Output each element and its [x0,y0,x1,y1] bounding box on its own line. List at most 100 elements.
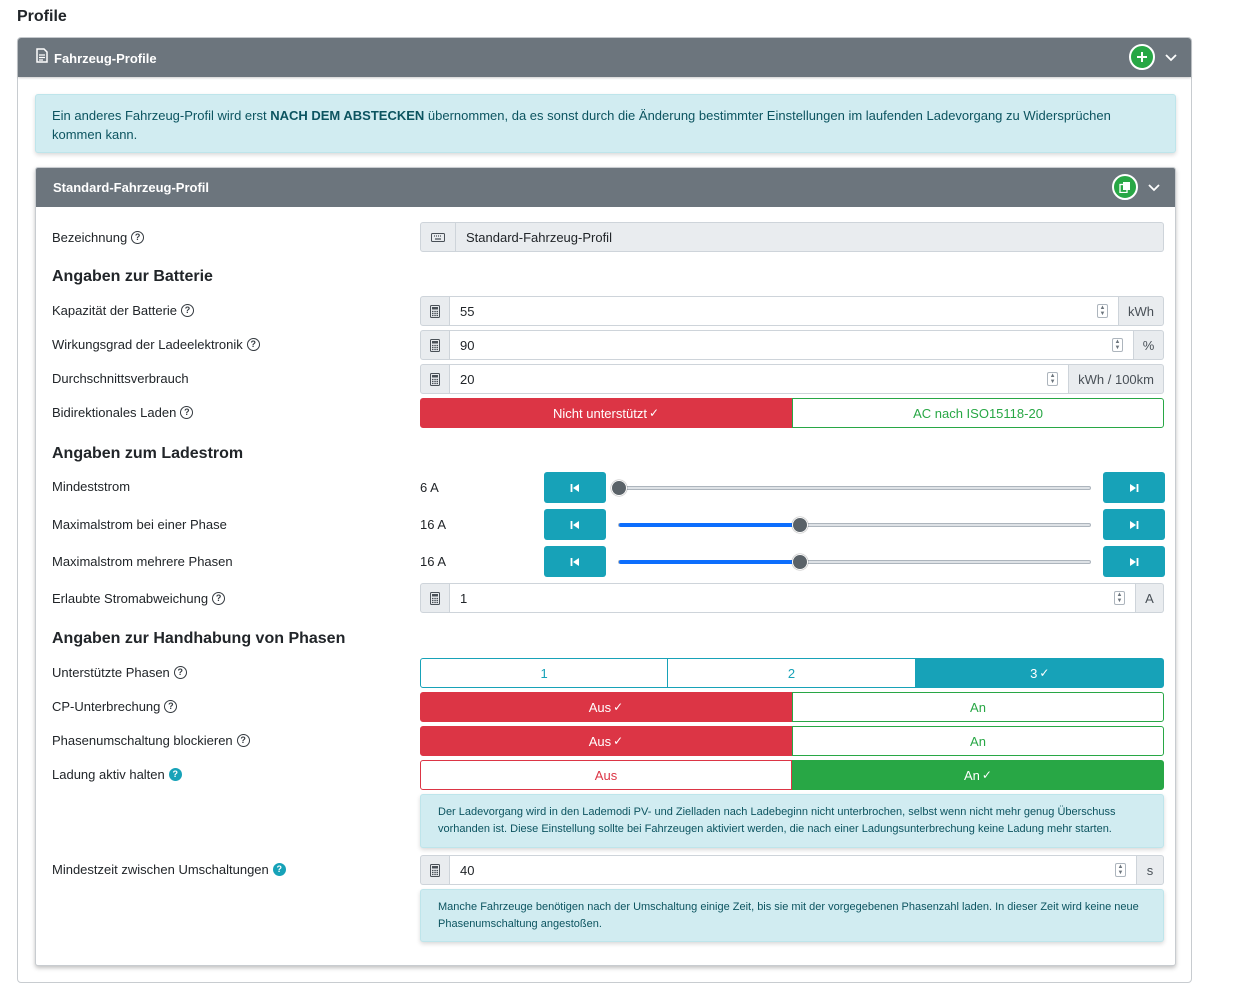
help-icon[interactable]: ? [131,231,145,244]
efficiency-field[interactable]: 90 ▲ ▼ [450,330,1134,360]
block-switch-label: Phasenumschaltung blockieren ? [52,733,250,748]
copy-profile-button[interactable] [1112,174,1138,200]
chevron-down-icon[interactable] [1164,53,1178,63]
deviation-field[interactable]: 1 ▲ ▼ [450,583,1136,613]
step-forward-icon [1130,520,1139,529]
help-icon[interactable]: ? [246,338,260,351]
calculator-icon [420,330,450,360]
consumption-field[interactable]: 20 ▲ ▼ [450,364,1070,394]
number-spinner[interactable]: ▲ ▼ [1047,372,1059,386]
phase-option-2[interactable]: 2 [668,658,916,688]
block-switch-label-text: Phasenumschaltung blockieren [52,733,233,748]
slider-thumb[interactable] [792,517,809,533]
name-field[interactable]: Standard-Fahrzeug-Profil [456,222,1164,252]
capacity-unit: kWh [1119,296,1164,326]
name-label: Bezeichnung ? [52,230,145,245]
help-icon[interactable]: ? [212,592,226,605]
vehicle-profiles-header[interactable]: Fahrzeug-Profile [18,38,1191,77]
bidi-option-iso15118[interactable]: AC nach ISO15118-20 [792,398,1164,428]
toggle-option-label: Aus [588,733,612,749]
max-multi-increase-button[interactable] [1103,546,1165,577]
min-time-field[interactable]: 40 ▲ ▼ [450,855,1137,885]
min-current-slider[interactable] [611,480,1091,496]
standard-profile-header[interactable]: Standard-Fahrzeug-Profil [36,168,1175,207]
min-current-increase-button[interactable] [1103,472,1165,503]
capacity-label: Kapazität der Batterie ? [52,303,195,318]
toggle-option-label: Aus [594,767,618,783]
block-option-off[interactable]: Aus ✓ [420,726,792,756]
bidi-toggle-group: Nicht unterstützt ✓ AC nach ISO15118-20 [420,398,1164,428]
page-title: Profile [17,8,67,25]
max-multi-slider[interactable] [618,554,1091,570]
min-current-decrease-button[interactable] [544,472,606,503]
number-spinner[interactable]: ▲ ▼ [1114,591,1125,605]
toggle-option-label: An [970,733,986,749]
keep-charging-label-text: Ladung aktiv halten [52,767,165,782]
consumption-input-group: 20 ▲ ▼ kWh / 100km [420,364,1164,394]
standard-profile-title: Standard-Fahrzeug-Profil [53,180,210,195]
current-section-heading: Angaben zum Ladestrom [52,445,244,462]
min-current-value: 6 A [420,480,439,495]
check-icon: ✓ [613,700,624,714]
bidi-option-label: AC nach ISO15118-20 [913,405,1043,421]
number-spinner[interactable]: ▲ ▼ [1115,863,1126,877]
plus-icon [1137,52,1147,62]
phase-option-1[interactable]: 1 [420,658,669,688]
max-multi-label: Maximalstrom mehrere Phasen [52,554,233,569]
deviation-unit: A [1136,583,1164,613]
consumption-label: Durchschnittsverbrauch [52,371,189,386]
keep-option-off[interactable]: Aus [420,760,792,790]
step-forward-icon [1130,483,1139,492]
phase-option-label: 1 [540,665,548,681]
help-icon[interactable]: ? [180,406,194,419]
help-icon[interactable]: ? [164,700,178,713]
phase-option-label: 3 [1030,665,1038,681]
number-spinner[interactable]: ▲ ▼ [1112,338,1123,352]
help-icon[interactable]: ? [168,768,182,781]
cp-interrupt-label-text: CP-Unterbrechung [52,699,161,714]
notice-text-end: übernommen, da es sonst durch die Änderu… [52,108,1111,142]
phases-section-heading: Angaben zur Handhabung von Phasen [52,630,346,647]
consumption-unit: kWh / 100km [1069,364,1164,394]
chevron-down-icon[interactable] [1147,183,1161,193]
step-forward-icon [1130,557,1139,566]
max-single-label-text: Maximalstrom bei einer Phase [52,517,227,532]
block-option-on[interactable]: An [792,726,1164,756]
supported-phases-label: Unterstützte Phasen ? [52,665,187,680]
name-input-group: Standard-Fahrzeug-Profil [420,222,1164,252]
min-time-label: Mindestzeit zwischen Umschaltungen ? [52,862,286,877]
min-current-label: Mindeststrom [52,479,130,494]
phase-option-label: 2 [787,665,796,681]
efficiency-label: Wirkungsgrad der Ladeelektronik ? [52,337,260,352]
capacity-field[interactable]: 55 ▲ ▼ [450,296,1119,326]
slider-fill [619,560,801,564]
max-single-decrease-button[interactable] [544,509,606,540]
cp-option-on[interactable]: An [792,692,1164,722]
slider-thumb[interactable] [611,480,627,496]
max-multi-decrease-button[interactable] [544,546,606,577]
bidi-option-not-supported[interactable]: Nicht unterstützt ✓ [420,398,792,428]
slider-thumb[interactable] [792,554,809,570]
keep-charging-label: Ladung aktiv halten ? [52,767,182,782]
cp-interrupt-toggle-group: Aus ✓ An [420,692,1164,722]
max-single-value: 16 A [420,517,447,532]
file-icon [36,48,48,63]
capacity-label-text: Kapazität der Batterie [52,303,178,318]
max-single-increase-button[interactable] [1103,509,1165,540]
help-icon[interactable]: ? [173,666,187,679]
keep-charging-toggle-group: Aus An ✓ [420,760,1164,790]
vehicle-profiles-card: Fahrzeug-Profile Ein anderes Fahrzeug-Pr… [17,37,1192,983]
capacity-value: 55 [460,303,475,319]
battery-section-heading: Angaben zur Batterie [52,268,213,285]
keep-option-on[interactable]: An ✓ [792,760,1164,790]
help-icon[interactable]: ? [181,304,195,317]
cp-option-off[interactable]: Aus ✓ [420,692,792,722]
add-profile-button[interactable] [1129,44,1155,70]
block-switch-toggle-group: Aus ✓ An [420,726,1164,756]
number-spinner[interactable]: ▲ ▼ [1097,304,1108,318]
max-single-label: Maximalstrom bei einer Phase [52,517,227,532]
max-single-slider[interactable] [618,517,1091,533]
help-icon[interactable]: ? [272,863,286,876]
phase-option-3[interactable]: 3 ✓ [915,658,1164,688]
help-icon[interactable]: ? [236,734,250,747]
